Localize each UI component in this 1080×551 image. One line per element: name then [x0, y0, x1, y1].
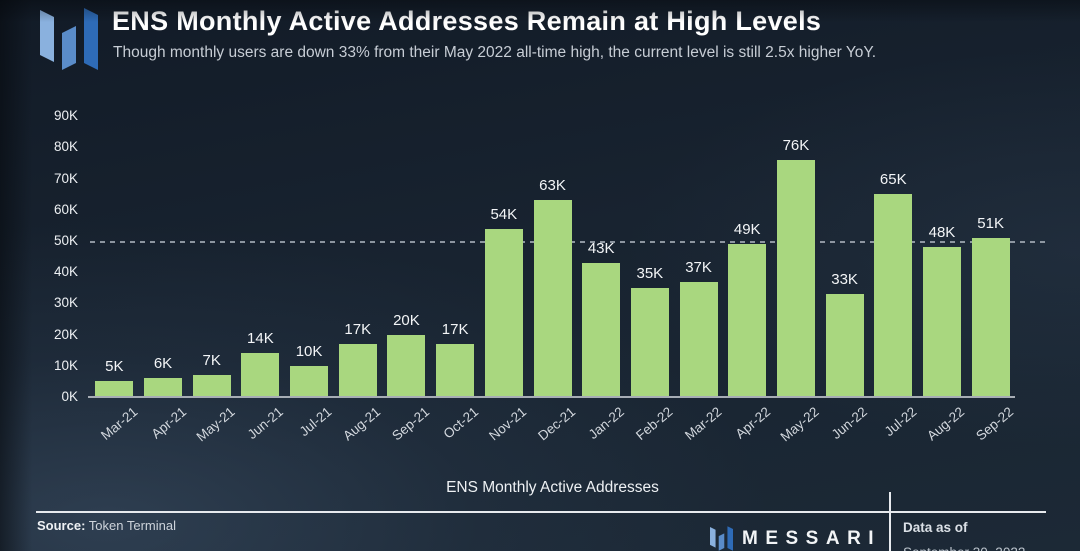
- bar-value-label: 48K: [928, 224, 956, 242]
- bar-value-label: 63K: [539, 177, 566, 195]
- x-tick-label: Oct-21: [440, 404, 481, 442]
- x-tick-label: Sep-22: [973, 404, 1017, 444]
- x-tick-label: Jun-22: [828, 404, 871, 443]
- x-axis-line: [88, 396, 1015, 398]
- bar-value-label: 6K: [153, 355, 173, 373]
- source-label: Source:: [37, 518, 86, 533]
- bar-Jan-22: [582, 262, 621, 397]
- messari-logo-small-icon: [710, 526, 733, 551]
- x-tick-label: Mar-22: [681, 404, 725, 443]
- y-tick-label: 50K: [53, 233, 78, 248]
- y-tick-label: 0K: [61, 389, 78, 404]
- y-tick-label: 10K: [53, 357, 78, 373]
- x-tick-label: May-21: [193, 404, 238, 445]
- bar-value-label: 5K: [105, 358, 124, 376]
- bar-value-label: 65K: [879, 171, 907, 189]
- x-tick-label: Jan-22: [585, 404, 627, 443]
- bar-Mar-21: [95, 381, 134, 397]
- bar-value-label: 10K: [295, 342, 323, 360]
- footer-vertical-divider: [889, 492, 891, 551]
- footer-divider-line: [36, 511, 1046, 513]
- bar-value-label: 37K: [685, 258, 712, 276]
- y-tick-label: 80K: [53, 139, 78, 155]
- x-tick-label: May-22: [777, 404, 822, 445]
- x-tick-label: Jul-21: [296, 404, 335, 440]
- bar-Aug-21: [338, 343, 377, 397]
- bar-Dec-21: [533, 200, 572, 397]
- bar-value-label: 43K: [587, 239, 615, 257]
- bar-value-label: 17K: [441, 320, 469, 338]
- y-tick-label: 70K: [53, 170, 78, 186]
- page-subtitle: Though monthly users are down 33% from t…: [113, 44, 877, 61]
- bar-May-22: [776, 159, 815, 397]
- messari-brand-footer: MESSARI: [710, 526, 881, 551]
- messari-wordmark: MESSARI: [742, 527, 882, 549]
- bar-value-label: 33K: [831, 271, 858, 289]
- bar-value-label: 54K: [490, 205, 518, 223]
- bar-value-label: 35K: [636, 264, 664, 282]
- messari-logo-icon: [40, 8, 98, 70]
- x-tick-label: Nov-21: [486, 404, 530, 444]
- bar-value-label: 51K: [977, 214, 1004, 232]
- x-tick-label: Apr-22: [732, 404, 773, 442]
- data-as-of-label: Data as of: [903, 520, 968, 535]
- y-tick-label: 30K: [53, 295, 78, 311]
- x-tick-label: Mar-21: [97, 404, 140, 443]
- bar-Aug-22: [922, 247, 961, 397]
- bar-value-label: 17K: [344, 320, 372, 338]
- bar-value-label: 7K: [202, 352, 221, 370]
- x-tick-label: Jul-22: [881, 404, 919, 440]
- x-tick-label: Apr-21: [147, 404, 189, 442]
- bar-Jul-21: [290, 365, 329, 397]
- x-axis-title: ENS Monthly Active Addresses: [446, 479, 659, 496]
- bar-Nov-21: [484, 228, 523, 397]
- bar-Apr-22: [728, 244, 767, 397]
- bar-value-label: 20K: [393, 311, 420, 329]
- x-tick-label: Aug-21: [340, 404, 384, 444]
- data-as-of-value: September 30, 2022: [903, 545, 1025, 551]
- y-tick-label: 40K: [53, 264, 78, 280]
- bar-Feb-22: [630, 287, 669, 397]
- x-tick-label: Dec-21: [535, 404, 579, 444]
- source-value: Token Terminal: [88, 518, 176, 533]
- bar-May-21: [192, 375, 231, 397]
- x-tick-label: Aug-22: [924, 404, 968, 444]
- bar-Sep-21: [387, 334, 426, 397]
- page-title: ENS Monthly Active Addresses Remain at H…: [112, 6, 822, 36]
- bar-Oct-21: [436, 343, 475, 397]
- x-tick-label: Feb-22: [633, 404, 676, 443]
- bar-value-label: 49K: [733, 221, 761, 239]
- y-tick-label: 90K: [53, 108, 78, 124]
- bar-Sep-22: [971, 237, 1010, 397]
- bar-Apr-21: [144, 378, 183, 397]
- bar-Jun-22: [825, 294, 864, 397]
- x-tick-label: Jun-21: [244, 404, 287, 443]
- x-tick-label: Sep-21: [389, 404, 433, 444]
- y-tick-label: 20K: [53, 326, 78, 342]
- bar-Mar-22: [679, 281, 718, 397]
- source-attribution: Source: Token Terminal: [37, 518, 176, 533]
- bar-value-label: 14K: [247, 330, 274, 348]
- y-tick-label: 60K: [53, 201, 78, 217]
- bar-value-label: 76K: [782, 136, 810, 154]
- bar-Jul-22: [874, 194, 913, 397]
- bar-Jun-21: [241, 353, 280, 397]
